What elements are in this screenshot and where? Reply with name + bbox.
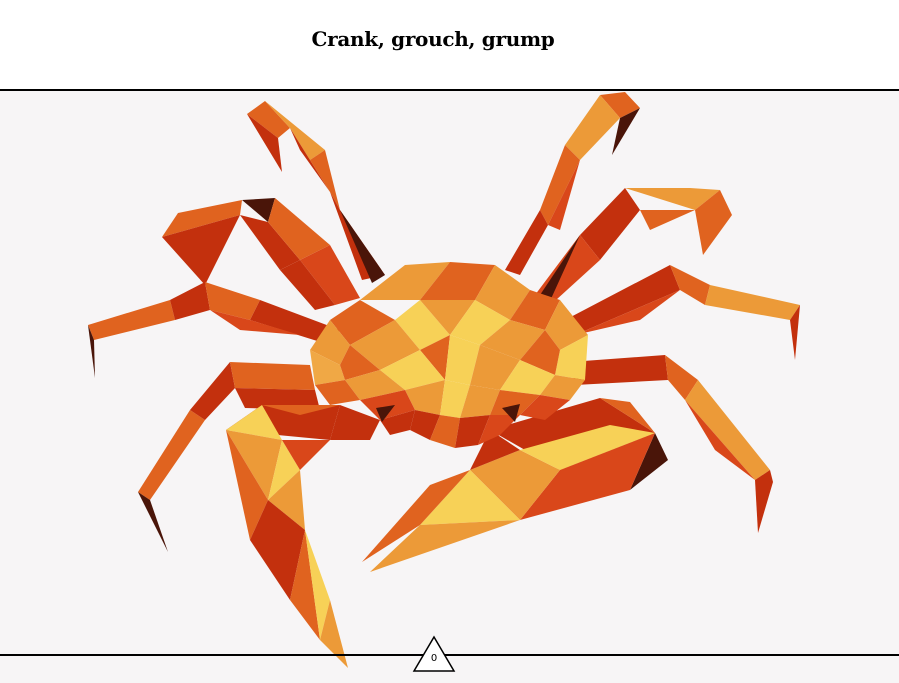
page-title: Crank, grouch, grump — [311, 27, 555, 51]
footer-rule — [0, 654, 899, 656]
triangle-icon — [412, 635, 456, 672]
counter-button[interactable]: 0 — [412, 635, 456, 673]
counter-value: 0 — [430, 653, 438, 664]
illustration-stage — [0, 91, 899, 654]
header-bar: Crank, grouch, grump — [0, 0, 899, 91]
